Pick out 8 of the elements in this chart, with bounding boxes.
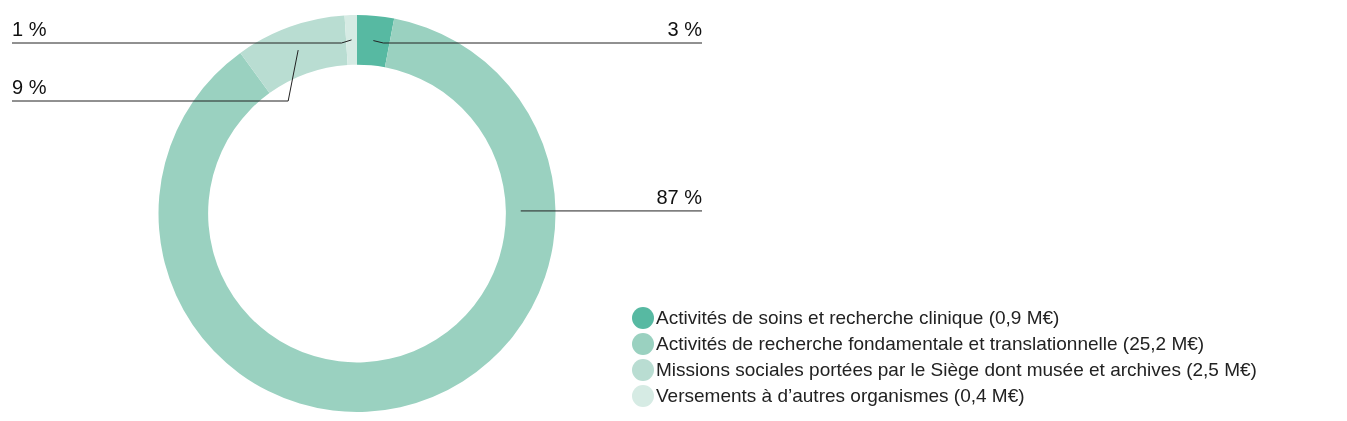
data-label: 1 % — [12, 18, 47, 40]
legend-label: Activités de recherche fondamentale et translationnelle (25,2 M€) — [656, 332, 1205, 356]
data-label: 3 % — [667, 18, 703, 40]
legend-label: Activités de soins et recherche clinique (0,9 M€) — [656, 306, 1060, 330]
data-label: 87 % — [656, 185, 703, 208]
legend-label: Versements à d’autres organismes (0,4 M€) — [656, 384, 1025, 408]
data-label: 9 % — [12, 76, 47, 98]
legend-label: Missions sociales portées par le Siège dont musée et archives (2,5 M€) — [656, 358, 1257, 382]
